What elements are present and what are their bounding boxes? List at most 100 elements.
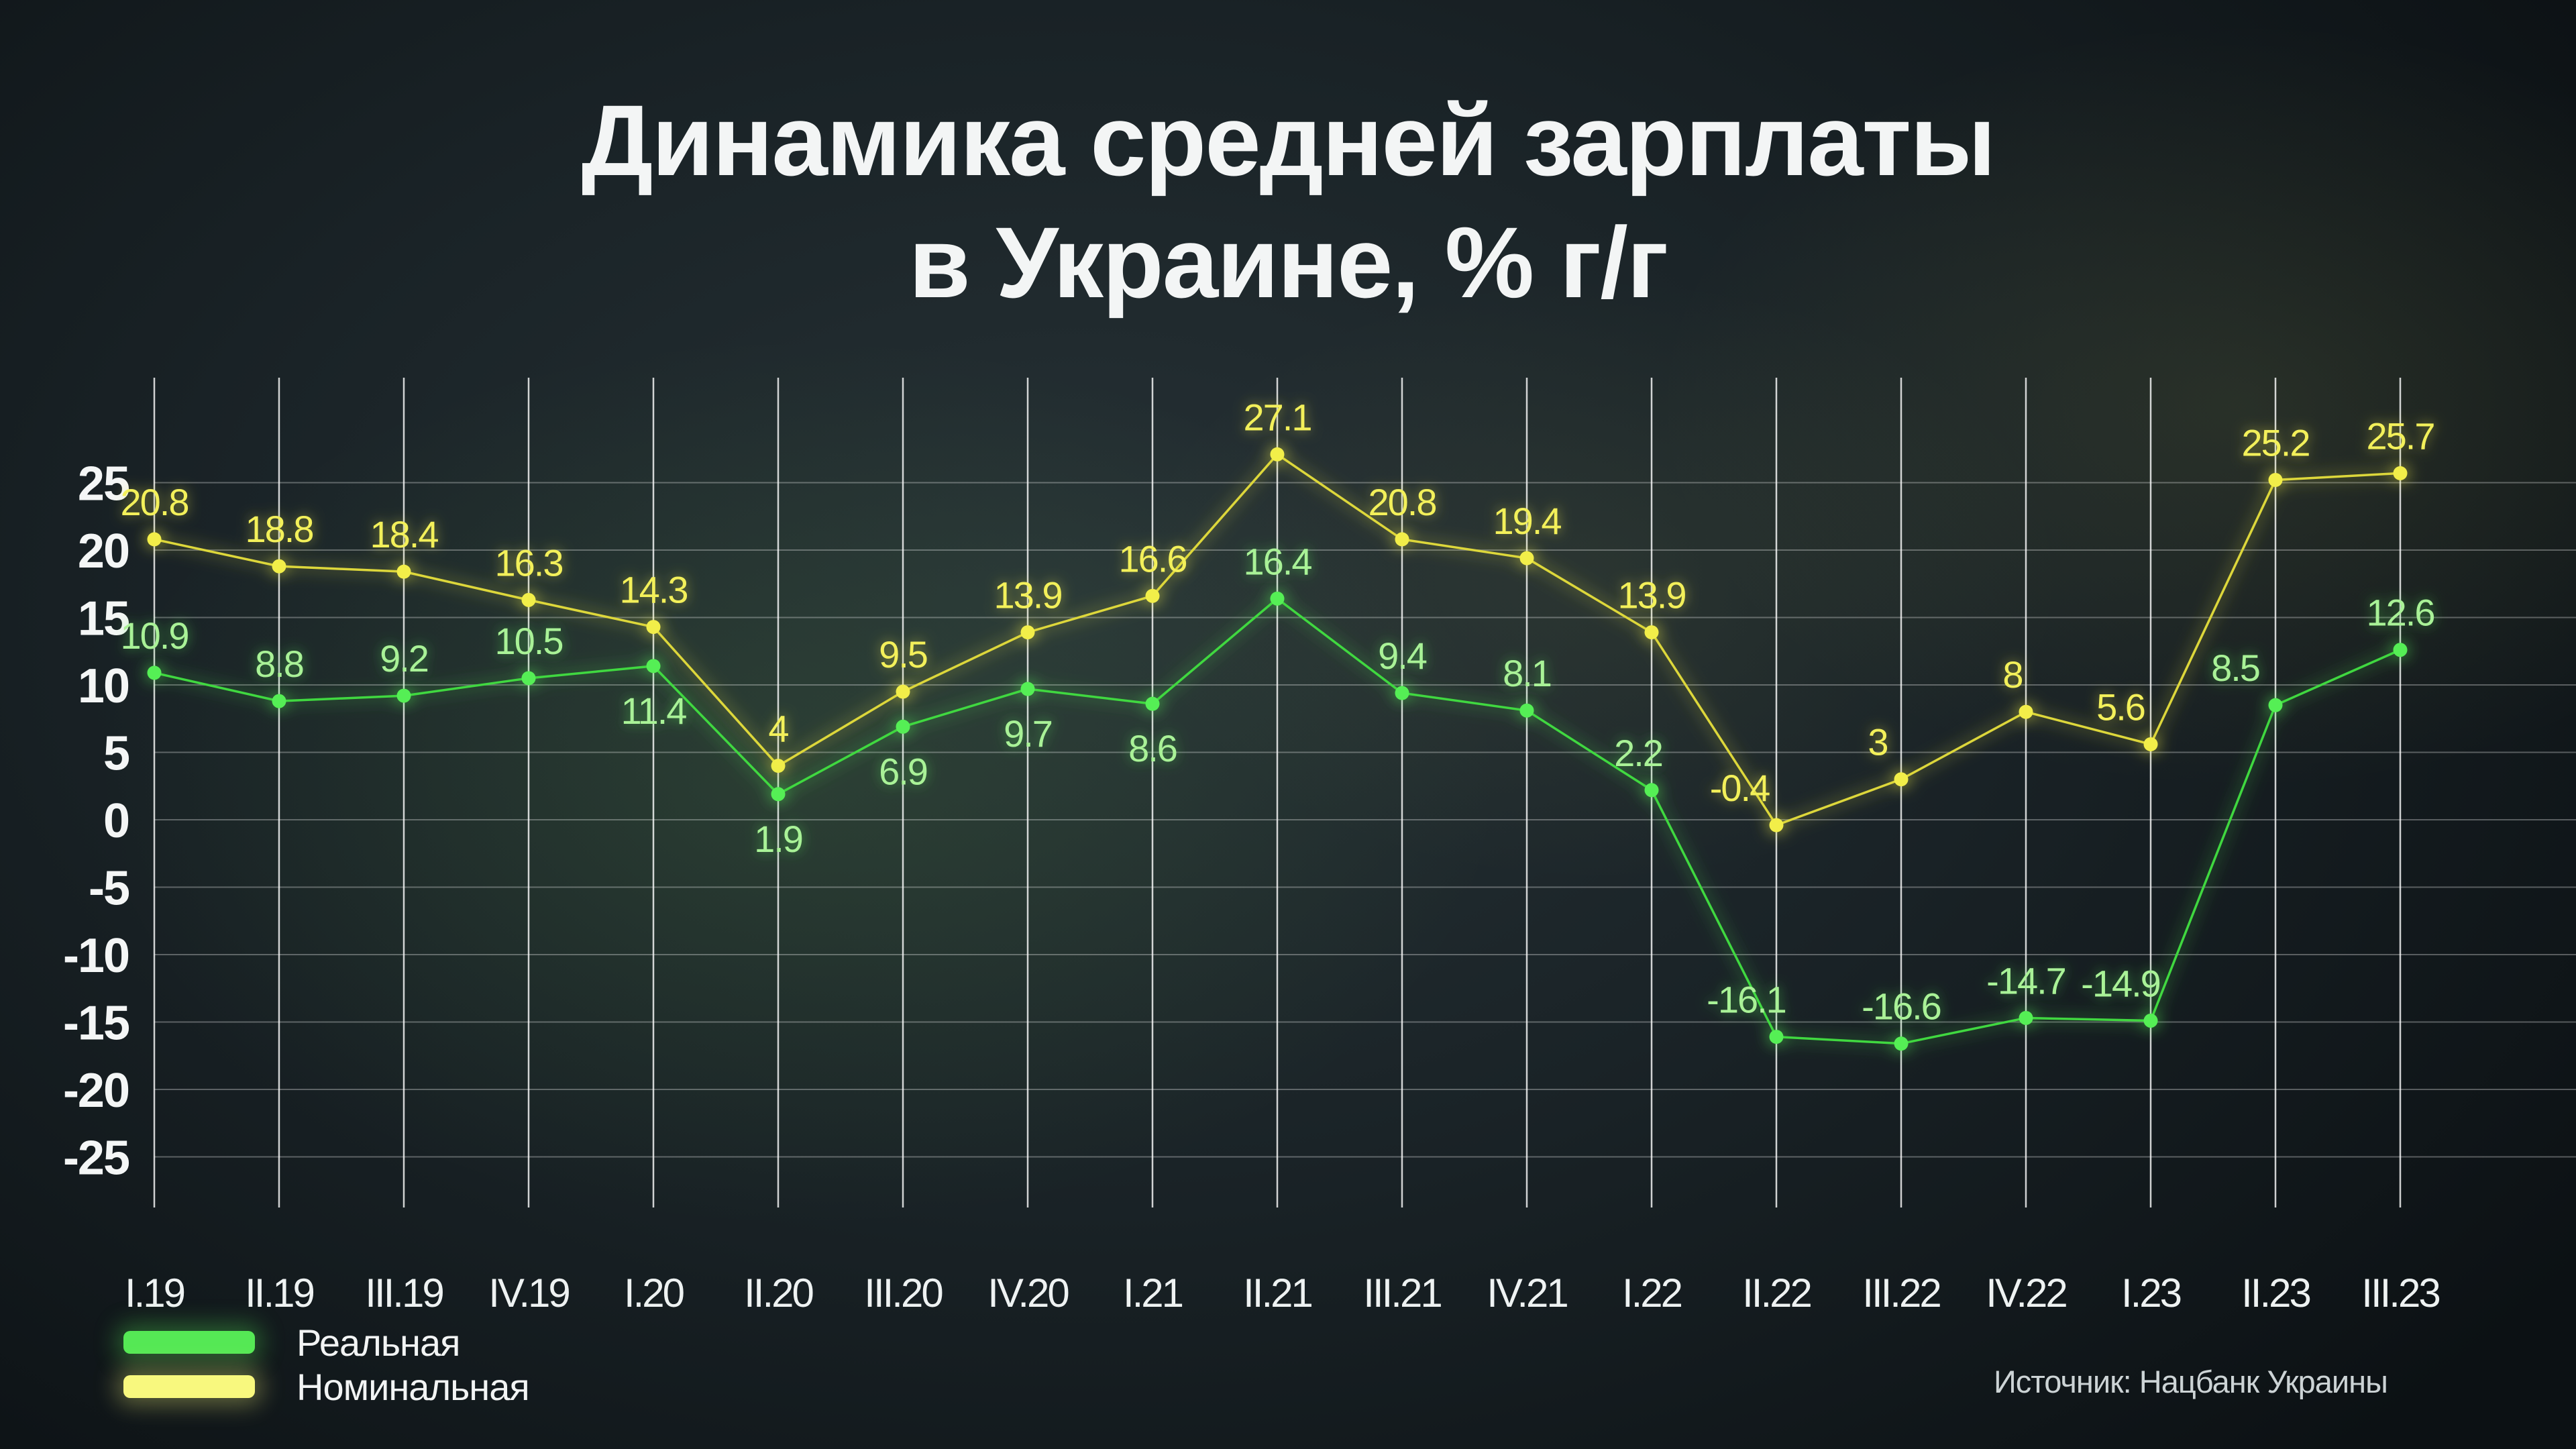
data-label: 16.4: [1244, 540, 1312, 582]
series-nominal: [147, 447, 2408, 833]
data-label: -0.4: [1710, 767, 1770, 809]
legend-swatch-real-icon: [123, 1331, 255, 1354]
data-label: 20.8: [1368, 481, 1436, 523]
data-label: 3: [1868, 721, 1887, 763]
data-label: 5.6: [2096, 686, 2145, 728]
x-tick-label: III.22: [1862, 1271, 1940, 1316]
y-tick-label: -10: [63, 929, 129, 983]
data-point: [272, 559, 286, 574]
data-label: -14.9: [2081, 962, 2160, 1004]
data-label: 8.8: [255, 643, 303, 685]
source-note: Источник: Нацбанк Украины: [1994, 1364, 2388, 1399]
data-label: 2.2: [1614, 732, 1662, 774]
y-tick-label: 15: [78, 592, 129, 646]
x-tick-label: III.21: [1363, 1271, 1441, 1316]
data-point: [1894, 772, 1909, 787]
data-point: [147, 665, 162, 680]
y-tick-label: 10: [78, 659, 129, 713]
data-point: [1145, 588, 1160, 603]
data-point: [1519, 551, 1534, 566]
x-tick-label: II.21: [1243, 1271, 1311, 1316]
x-tick-label: IV.19: [488, 1271, 569, 1316]
data-point: [2143, 1013, 2158, 1028]
x-tick-label: I.23: [2121, 1271, 2181, 1316]
data-point: [1769, 1030, 1784, 1044]
data-point: [272, 694, 286, 708]
data-point: [771, 759, 786, 773]
data-label: 6.9: [879, 750, 927, 792]
series-real: [147, 591, 2408, 1051]
x-tick-label: II.23: [2241, 1271, 2310, 1316]
data-label: 11.4: [621, 690, 687, 732]
chart-title-line-1: Динамика средней зарплаты: [581, 84, 1996, 197]
x-tick-label: II.22: [1742, 1271, 1811, 1316]
data-label: 20.8: [121, 481, 189, 523]
data-point: [1020, 625, 1035, 640]
series-real-labels: 10.9 8.8 9.2 10.5 11.4 1.9 6.9 9.7 8.6 16.4 9.4 8.1…: [121, 540, 2436, 1027]
data-label: 13.9: [1618, 574, 1686, 616]
data-label: 8.1: [1503, 652, 1551, 694]
data-point: [2019, 704, 2033, 719]
data-label: 1.9: [754, 818, 802, 860]
data-label: 9.7: [1004, 712, 1052, 755]
data-label: 8.5: [2211, 647, 2259, 689]
data-point: [396, 564, 411, 579]
legend-row-nominal: Номинальная: [123, 1364, 530, 1409]
data-point: [1519, 703, 1534, 718]
data-label: 9.4: [1378, 635, 1427, 677]
x-tick-label: II.19: [245, 1271, 313, 1316]
data-point: [521, 592, 536, 607]
data-label: 25.2: [2242, 421, 2310, 464]
data-label: 4: [768, 708, 788, 750]
x-tick-label: IV.21: [1487, 1271, 1567, 1316]
data-label: 8: [2002, 653, 2022, 696]
data-label: 16.3: [495, 541, 563, 584]
data-point: [896, 684, 910, 699]
data-point: [2143, 737, 2158, 751]
x-tick-label: IV.22: [1986, 1271, 2066, 1316]
data-point: [1020, 682, 1035, 696]
data-point: [1145, 696, 1160, 711]
data-point: [521, 671, 536, 686]
y-tick-label: -25: [63, 1132, 129, 1185]
data-label: 18.4: [370, 513, 439, 555]
data-point: [646, 659, 661, 674]
data-label: 9.2: [380, 637, 428, 680]
data-point: [1270, 447, 1285, 462]
data-label: 16.6: [1119, 537, 1187, 580]
y-tick-label: 0: [103, 794, 129, 848]
data-label: 19.4: [1493, 500, 1562, 542]
data-label: 14.3: [620, 569, 688, 611]
data-point: [2268, 472, 2283, 487]
x-tick-label: IV.20: [987, 1271, 1069, 1316]
y-tick-label: -15: [63, 997, 129, 1051]
data-point: [1395, 686, 1409, 700]
data-point: [1395, 532, 1409, 547]
data-label: 25.7: [2367, 415, 2434, 457]
chart-legend: Реальная Номинальная: [123, 1320, 530, 1409]
legend-row-real: Реальная: [123, 1320, 529, 1364]
y-axis-labels: 25 20 15 10 5 0 -5 -10 -15 -20 -25: [63, 458, 131, 1185]
data-point: [1769, 818, 1784, 833]
data-point: [896, 719, 910, 734]
x-tick-label: I.20: [624, 1271, 684, 1316]
legend-swatch-nominal-icon: [123, 1375, 255, 1398]
x-tick-label: I.21: [1123, 1271, 1183, 1316]
data-point: [1270, 591, 1285, 606]
y-tick-label: 25: [78, 458, 129, 511]
data-point: [1644, 783, 1659, 798]
y-tick-label: 20: [78, 525, 129, 578]
data-label: 10.5: [495, 620, 563, 662]
x-tick-label: II.20: [744, 1271, 813, 1316]
x-tick-label: III.23: [2361, 1271, 2439, 1316]
x-tick-label: I.22: [1622, 1271, 1682, 1316]
y-tick-label: -5: [89, 862, 129, 916]
legend-label-nominal: Номинальная: [297, 1365, 530, 1408]
data-label: 13.9: [994, 574, 1062, 616]
data-label: 10.9: [121, 614, 189, 657]
data-point: [2393, 643, 2408, 657]
legend-label-real: Реальная: [297, 1321, 460, 1364]
x-tick-label: III.19: [365, 1271, 443, 1316]
x-axis-labels: I.19 II.19 III.19 IV.19 I.20 II.20 III.20 IV.20…: [125, 1271, 2441, 1316]
